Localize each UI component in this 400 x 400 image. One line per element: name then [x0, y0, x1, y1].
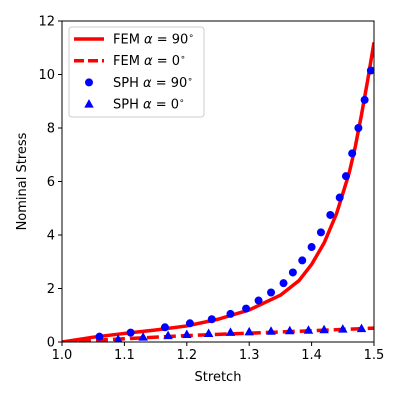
plot-content	[62, 42, 374, 342]
data-point-triangle	[244, 326, 254, 336]
data-point-circle	[185, 319, 194, 328]
data-point-circle	[335, 193, 344, 202]
legend: FEM α = 90∘ FEM α = 0∘ SPH α = 90∘ SPH α = …	[68, 26, 205, 118]
data-point-circle	[288, 268, 297, 277]
legend-item: FEM α = 90∘	[74, 32, 194, 48]
x-tick-label: 1.1	[114, 348, 135, 363]
data-point-circle	[226, 309, 235, 318]
y-tick-label: 6	[47, 175, 55, 190]
data-point-circle	[207, 315, 216, 324]
data-point-triangle	[338, 324, 348, 333]
y-tick-label: 8	[47, 122, 55, 137]
data-point-circle	[360, 95, 369, 104]
series-0	[62, 42, 374, 342]
data-point-triangle	[113, 334, 123, 342]
data-point-circle	[267, 288, 276, 297]
y-tick-label: 2	[47, 282, 55, 297]
legend-triangle-swatch	[84, 99, 94, 108]
data-point-circle	[316, 228, 325, 237]
legend-label: FEM α = 90∘	[113, 32, 194, 48]
data-point-circle	[348, 149, 357, 158]
data-point-triangle	[182, 329, 192, 339]
x-axis-label: Stretch	[195, 370, 242, 385]
data-point-circle	[126, 328, 135, 337]
data-point-circle	[354, 124, 363, 132]
data-point-triangle	[303, 325, 314, 334]
data-point-circle	[307, 243, 316, 252]
data-point-circle	[326, 210, 335, 219]
legend-label: FEM α = 0∘	[113, 53, 186, 69]
y-axis-label: Nominal Stress	[15, 132, 30, 230]
data-point-triangle	[163, 330, 173, 340]
legend-item: SPH α = 0∘	[84, 97, 185, 113]
y-tick-label: 0	[47, 336, 55, 351]
data-point-triangle	[285, 325, 295, 335]
y-tick-label: 4	[47, 229, 55, 244]
data-point-triangle	[356, 323, 367, 333]
legend-item: FEM α = 0∘	[74, 53, 186, 69]
data-point-circle	[95, 332, 104, 341]
series-line	[62, 42, 374, 342]
data-point-triangle	[203, 328, 214, 337]
data-point-circle	[341, 172, 350, 181]
x-tick-label: 1.0	[52, 348, 73, 363]
data-point-triangle	[319, 324, 329, 334]
x-tick-label: 1.4	[301, 348, 322, 363]
data-point-circle	[242, 304, 251, 313]
x-tick-label: 1.3	[239, 348, 260, 363]
legend-item: SPH α = 90∘	[85, 75, 193, 91]
legend-label: SPH α = 90∘	[113, 75, 193, 91]
data-point-triangle	[266, 326, 276, 335]
x-tick-label: 1.2	[176, 348, 197, 363]
data-point-circle	[160, 323, 169, 332]
axes-ticks: 1.0 1.1 1.2 1.3 1.4 1.5 0 2 4 6 8 10 12	[38, 15, 384, 364]
series-2	[95, 66, 374, 341]
data-point-circle	[254, 296, 263, 305]
data-point-triangle	[138, 332, 148, 341]
y-tick-label: 10	[38, 68, 55, 83]
legend-label: SPH α = 0∘	[113, 97, 185, 113]
data-point-circle	[279, 279, 288, 288]
legend-box	[68, 26, 205, 118]
x-tick-label: 1.5	[364, 348, 385, 363]
y-tick-label: 12	[38, 15, 55, 30]
legend-circle-swatch	[85, 78, 93, 87]
series-3	[113, 323, 367, 342]
data-point-circle	[298, 256, 307, 265]
data-point-circle	[366, 66, 374, 75]
data-point-triangle	[225, 327, 236, 336]
